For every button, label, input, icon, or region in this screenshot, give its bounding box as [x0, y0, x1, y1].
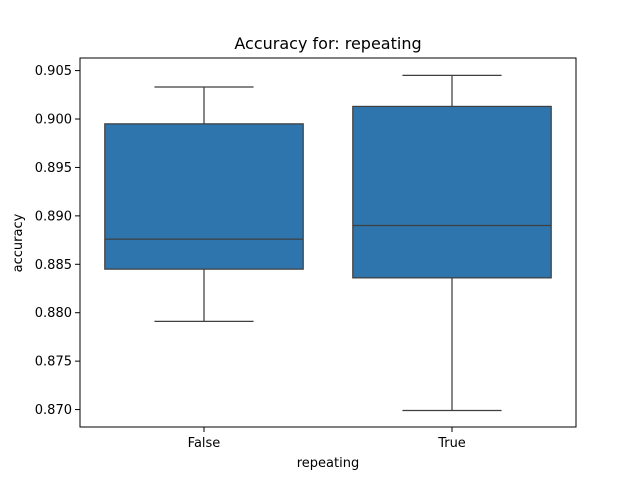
x-tick-label: False: [188, 436, 221, 451]
y-tick-label: 0.905: [35, 64, 72, 79]
y-tick-label: 0.885: [35, 258, 72, 273]
x-tick-label: True: [437, 436, 466, 451]
y-tick-label: 0.880: [35, 306, 72, 321]
y-axis-ticks: 0.870 0.875 0.880 0.885 0.890 0.895 0.900 0.905: [35, 64, 80, 418]
box-false: [104, 86, 304, 323]
y-tick-label: 0.890: [35, 209, 72, 224]
y-axis-label: accuracy: [11, 213, 26, 272]
chart-title: Accuracy for: repeating: [234, 34, 421, 53]
plot-frame: [79, 57, 577, 428]
box-true: [352, 74, 552, 412]
x-axis-label: repeating: [297, 456, 359, 471]
x-axis-ticks: False True: [188, 427, 466, 451]
y-tick-label: 0.900: [35, 113, 72, 128]
boxes-group: [104, 74, 552, 412]
y-tick-label: 0.895: [35, 161, 72, 176]
y-tick-label: 0.870: [35, 403, 72, 418]
iqr-box: [104, 123, 304, 270]
iqr-box: [352, 105, 552, 279]
y-tick-label: 0.875: [35, 355, 72, 370]
